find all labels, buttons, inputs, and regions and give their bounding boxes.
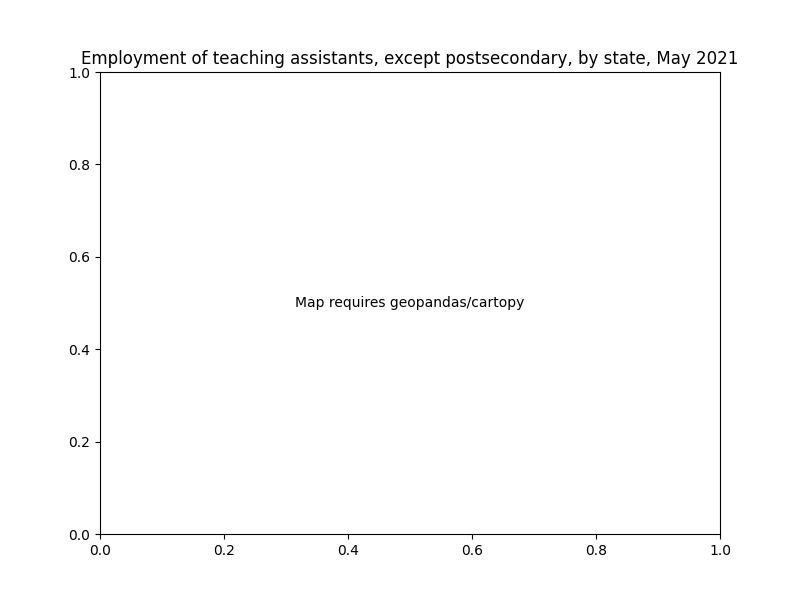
Text: Map requires geopandas/cartopy: Map requires geopandas/cartopy xyxy=(295,296,525,310)
Title: Employment of teaching assistants, except postsecondary, by state, May 2021: Employment of teaching assistants, excep… xyxy=(82,50,738,68)
